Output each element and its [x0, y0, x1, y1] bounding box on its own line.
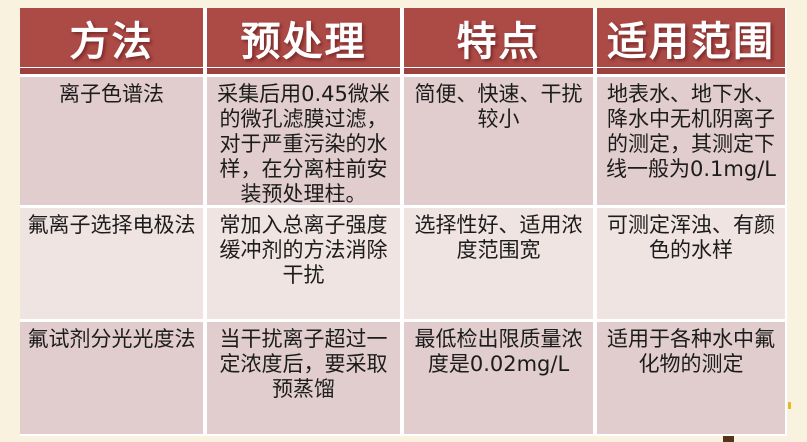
cell-r1-pretreatment: 常加入总离子强度缓冲剂的方法消除干扰 — [207, 208, 400, 319]
cell-r0-pretreatment: 采集后用0.45微米的微孔滤膜过滤，对于严重污染的水样，在分离柱前安装预处理柱。 — [207, 77, 400, 205]
cell-r2-method: 氟试剂分光光度法 — [20, 322, 203, 434]
cell-r0-scope: 地表水、地下水、降水中无机阴离子的测定，其测定下线一般为0.1mg/L — [597, 77, 785, 205]
cell-r0-method: 离子色谱法 — [20, 77, 203, 205]
yellow-tick-mark — [788, 402, 791, 409]
header-cell-method: 方法 — [20, 8, 203, 74]
header-label: 特点 — [456, 18, 541, 65]
header-cell-features: 特点 — [404, 8, 593, 74]
header-label: 适用范围 — [607, 18, 775, 65]
cell-r2-features: 最低检出限质量浓度是0.02mg/L — [404, 322, 593, 434]
cell-r1-scope: 可测定浑浊、有颜色的水样 — [597, 208, 785, 319]
header-label: 预处理 — [240, 18, 367, 65]
header-cell-scope: 适用范围 — [597, 8, 785, 74]
cell-r2-scope: 适用于各种水中氟化物的测定 — [597, 322, 785, 434]
cell-r2-pretreatment: 当干扰离子超过一定浓度后，要采取预蒸馏 — [207, 322, 400, 434]
method-comparison-table: 方法 预处理 特点 适用范围 离子色谱法 采集后用0.45微米的微孔滤膜过滤，对… — [20, 8, 787, 436]
bottom-image-fragment — [723, 436, 734, 442]
cell-r1-features: 选择性好、适用浓度范围宽 — [404, 208, 593, 319]
header-label: 方法 — [69, 18, 154, 65]
header-cell-pretreatment: 预处理 — [207, 8, 400, 74]
cell-r1-method: 氟离子选择电极法 — [20, 208, 203, 319]
cell-r0-features: 简便、快速、干扰较小 — [404, 77, 593, 205]
